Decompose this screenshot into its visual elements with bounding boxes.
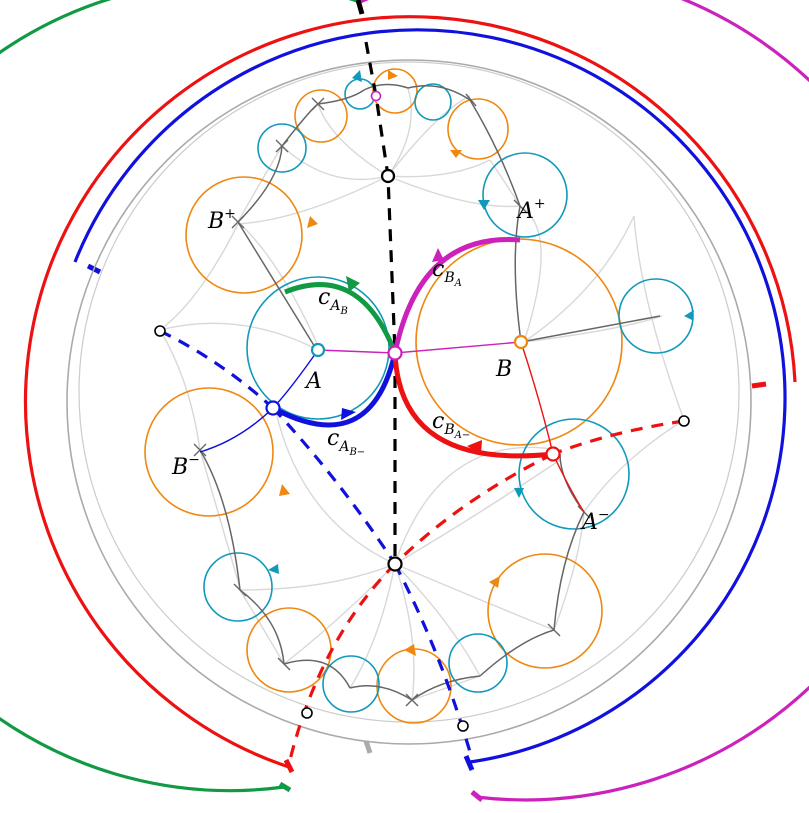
- triangle-arrow-icon: [514, 488, 524, 498]
- magenta-boundary-arc: [359, 0, 809, 802]
- label-c-A-Bminus: cAB−: [327, 426, 365, 458]
- teal-circle-top-small-right: [414, 83, 452, 121]
- orange-circle-top-right: [447, 98, 509, 160]
- vertex-left-ideal: [154, 325, 166, 337]
- orange-circle-bottom-right: [487, 553, 603, 669]
- green-boundary-arc: [0, 0, 361, 793]
- orange-circles: [144, 68, 623, 724]
- vertex-top: [380, 168, 396, 184]
- blue-boundary-arc: [73, 28, 787, 764]
- magenta-thin-geodesic: [317, 341, 522, 354]
- orange-circle-bottom-left: [246, 607, 332, 693]
- label-A-minus: A−: [580, 507, 610, 535]
- vertex-B: [513, 334, 529, 350]
- red-thick-arc: [392, 352, 554, 459]
- red-dashed-center: [393, 452, 554, 566]
- triangle-arrow-icon: [346, 276, 360, 292]
- dashed-lines: [159, 41, 685, 761]
- teal-circle-A: [246, 276, 390, 420]
- green-thick-arc: [284, 282, 398, 354]
- tick-mark-icon: [470, 790, 484, 802]
- tick-mark-icon: [283, 758, 295, 774]
- vertex-A: [310, 342, 326, 358]
- vertex-bottom: [387, 556, 403, 572]
- dark-gray-chain: [199, 83, 661, 701]
- teal-circle-A-plus: [482, 152, 568, 238]
- triangle-arrow-icon: [467, 440, 482, 454]
- triangle-arrow-icon: [404, 644, 416, 656]
- orange-circle-B-minus: [144, 387, 274, 517]
- vertices: [154, 90, 690, 732]
- triangle-arrow-icon: [450, 150, 462, 158]
- red-dashed-right: [552, 419, 685, 456]
- blue-thick-arc: [271, 352, 398, 428]
- teal-circles: [203, 78, 694, 713]
- triangle-arrow-icon: [279, 484, 290, 496]
- red-thin-geodesic: [520, 341, 585, 513]
- triangle-arrow-icon: [268, 564, 279, 574]
- label-B: B: [495, 357, 512, 382]
- labels: A B A+ A− B+ B− cAB cAB− cBA cBA−: [171, 196, 610, 535]
- inner-boundary-circle: [78, 61, 740, 723]
- triangle-arrow-icon: [432, 248, 444, 262]
- vertex-center: [387, 345, 403, 361]
- vertex-bottom-right-ideal: [457, 720, 469, 732]
- triangle-arrow-icon: [684, 310, 694, 320]
- black-dashed-geodesic: [364, 41, 397, 564]
- disc-boundary: [66, 59, 752, 745]
- tessellation-geodesics: [159, 87, 685, 701]
- red-dashed-bottom: [288, 562, 397, 761]
- magenta-thick-arc: [392, 237, 521, 354]
- triangle-arrow-icon: [341, 408, 356, 420]
- triangle-arrow-icon: [352, 70, 362, 82]
- teal-circle-top-small-left: [344, 78, 376, 110]
- tick-mark-icon: [355, 0, 365, 15]
- arrowheads: [268, 70, 694, 656]
- label-c-B-A: cBA: [432, 257, 462, 289]
- vertex-bottom-left-ideal: [301, 707, 313, 719]
- label-c-B-Aminus: cBA−: [432, 409, 470, 441]
- teal-circle-bottom-left: [203, 552, 273, 622]
- blue-dashed-center: [271, 406, 397, 565]
- blue-dashed-left: [159, 329, 275, 410]
- tick-mark-icon: [463, 755, 475, 771]
- teal-circle-top-left: [257, 123, 307, 173]
- triangle-arrow-icon: [307, 216, 318, 228]
- triangle-arrow-icon: [478, 200, 490, 210]
- teal-circle-A-minus: [518, 418, 630, 530]
- triangle-arrow-icon: [388, 70, 398, 80]
- vertex-right-ideal: [678, 415, 690, 427]
- vertex-red: [545, 446, 561, 462]
- label-A-plus: A+: [516, 196, 546, 224]
- orange-circle-top-left: [294, 89, 348, 143]
- dark-gray-tick-crosses: [193, 93, 591, 707]
- label-B-minus: B−: [171, 452, 200, 480]
- teal-circle-right: [618, 278, 694, 354]
- red-boundary-arc: [23, 15, 797, 770]
- orange-circle-top-center: [372, 68, 418, 114]
- label-B-plus: B+: [207, 206, 236, 234]
- teal-circle-bottom-mid-right: [448, 633, 508, 693]
- vertex-blue: [265, 400, 281, 416]
- label-A: A: [304, 369, 322, 394]
- tick-mark-icon: [363, 740, 373, 754]
- tick-mark-icon: [278, 781, 292, 793]
- teal-circle-bottom-mid-left: [322, 655, 380, 713]
- label-c-A-B: cAB: [318, 285, 348, 317]
- tick-mark-icon: [751, 381, 767, 389]
- vertex-top-small: [370, 90, 382, 102]
- triangle-arrow-icon: [489, 576, 500, 588]
- orange-circle-B-plus: [185, 176, 303, 294]
